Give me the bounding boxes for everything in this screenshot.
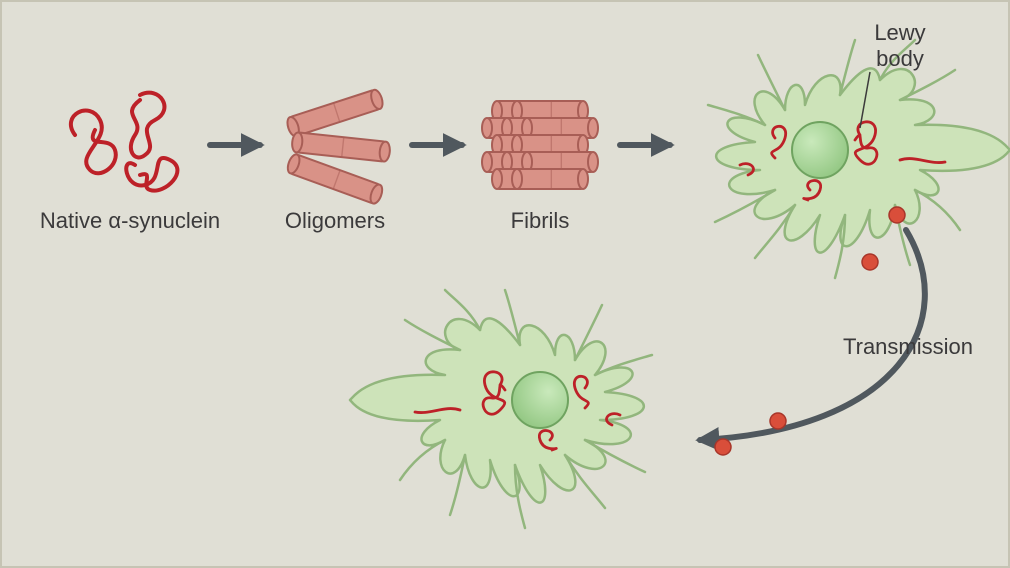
transmission-dot [862,254,878,270]
label-oligomers: Oligomers [285,208,385,233]
label-transmission: Transmission [843,334,973,359]
transmission-dot [715,439,731,455]
transmission-dot [770,413,786,429]
transmission-dot [889,207,905,223]
label-lewy-body-2: body [876,46,924,71]
label-synuclein: Native α-synuclein [40,208,220,233]
label-lewy-body-1: Lewy [874,20,925,45]
fibrils [482,101,598,189]
label-fibrils: Fibrils [511,208,570,233]
